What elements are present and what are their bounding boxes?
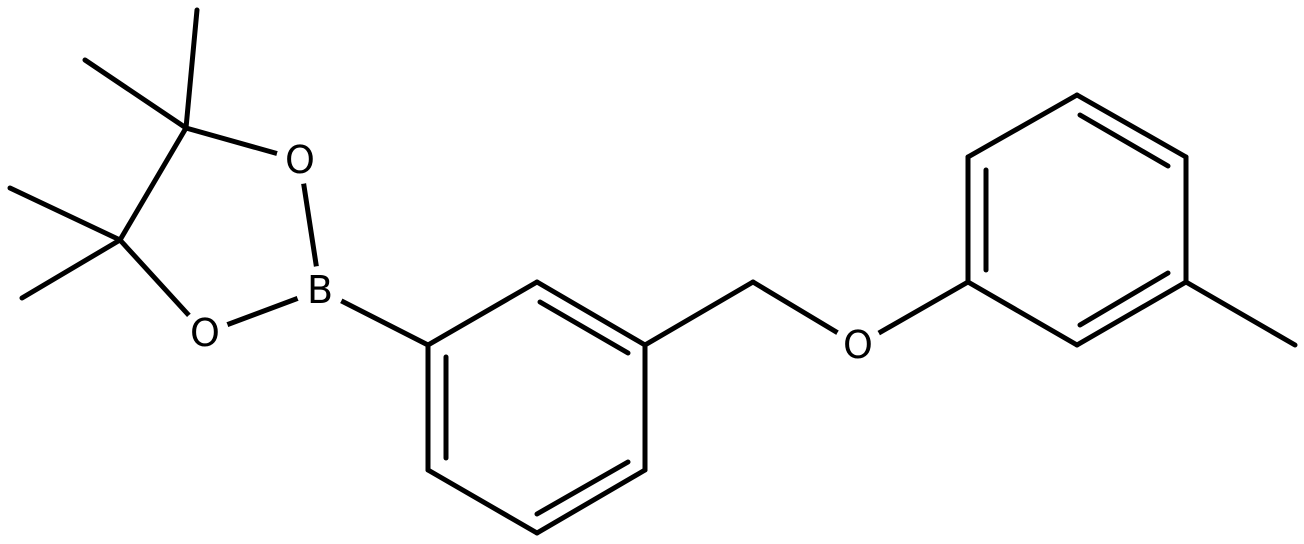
atom-label: O (190, 311, 220, 355)
atom-label: O (843, 323, 873, 367)
bonds (7, 7, 1298, 536)
atom-label: O (285, 138, 315, 182)
atom-label: B (307, 268, 333, 312)
atom-labels: O B O O (181, 136, 882, 369)
